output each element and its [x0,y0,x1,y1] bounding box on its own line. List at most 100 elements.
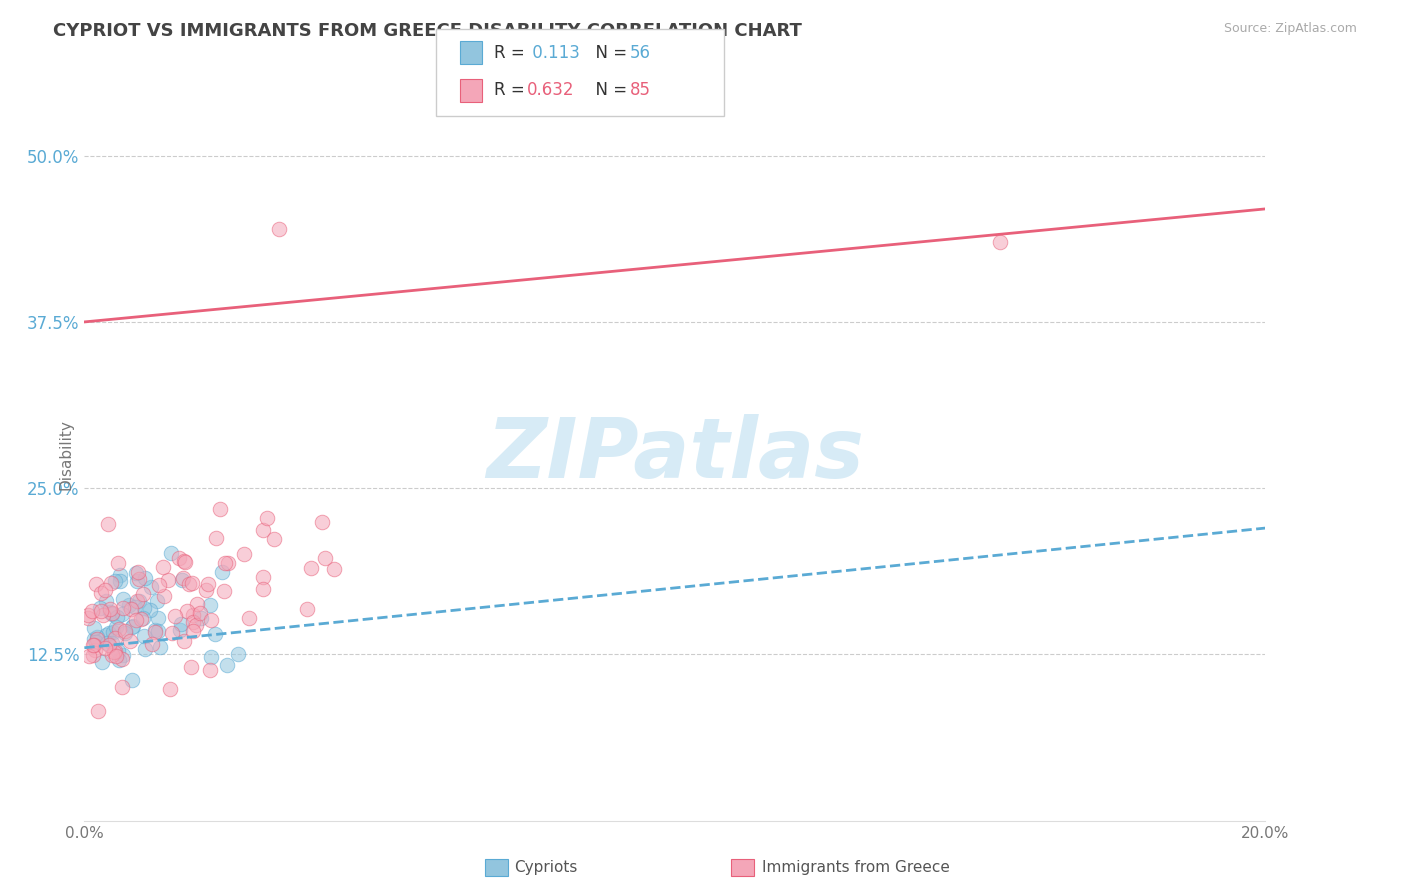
Point [127,565,149,579]
Point [111,601,134,615]
Point [198,663,221,677]
Point [148,624,170,638]
Point [134,601,156,615]
Point [118,598,141,612]
Point [111,652,134,666]
Point [233,547,256,561]
Point [98,625,121,640]
Point [90,586,112,600]
Point [103,624,125,639]
Text: 56: 56 [630,44,651,62]
Point [226,647,249,661]
Point [107,556,129,570]
Point [90,604,112,618]
Point [180,660,202,674]
Text: CYPRIOT VS IMMIGRANTS FROM GREECE DISABILITY CORRELATION CHART: CYPRIOT VS IMMIGRANTS FROM GREECE DISABI… [53,22,803,40]
Point [299,561,322,575]
Point [77,611,100,625]
Point [186,597,208,611]
Point [125,613,148,627]
Point [125,594,148,608]
Point [148,578,170,592]
Text: 0.632: 0.632 [527,81,575,100]
Point [108,574,131,589]
Point [98,638,121,652]
Point [152,560,174,574]
Point [120,634,142,648]
Text: 85: 85 [630,81,651,100]
Point [988,235,1011,249]
Point [129,612,152,626]
Point [89,600,111,615]
Point [200,613,222,627]
Point [86,632,108,647]
Point [82,604,104,618]
Point [104,644,127,658]
Point [134,642,156,657]
Point [190,611,212,625]
Point [217,557,239,571]
Point [101,636,124,650]
Y-axis label: Disability: Disability [58,419,73,491]
Point [204,627,226,641]
Point [188,606,211,620]
Point [173,634,195,648]
Point [138,603,160,617]
Point [111,607,134,621]
Point [146,610,169,624]
Text: ZIPatlas: ZIPatlas [486,415,863,495]
Point [94,628,117,642]
Point [83,632,105,646]
Point [108,653,131,667]
Point [146,594,169,608]
Text: R =: R = [494,44,530,62]
Point [173,553,195,567]
Point [172,573,194,587]
Point [297,602,319,616]
Point [132,611,155,625]
Point [83,621,105,635]
Point [120,602,142,616]
Point [167,550,190,565]
Point [84,643,107,657]
Point [139,580,162,594]
Point [181,575,204,590]
Text: R =: R = [494,81,530,100]
Point [77,649,100,664]
Point [173,555,195,569]
Point [132,587,155,601]
Point [87,704,110,718]
Point [128,572,150,586]
Point [110,680,132,694]
Point [132,629,155,643]
Point [91,655,114,669]
Point [184,618,207,632]
Point [314,550,336,565]
Point [160,625,183,640]
Point [263,533,285,547]
Point [121,673,143,687]
Point [86,577,108,591]
Point [96,636,118,650]
Point [141,637,163,651]
Point [200,649,222,664]
Point [211,565,233,579]
Point [181,624,204,638]
Point [269,222,291,236]
Point [122,619,145,633]
Point [104,631,127,645]
Point [105,620,128,634]
Point [252,523,274,537]
Point [145,623,167,637]
Point [91,607,114,622]
Point [98,602,121,616]
Text: Source: ZipAtlas.com: Source: ZipAtlas.com [1223,22,1357,36]
Point [256,511,278,525]
Point [112,648,135,663]
Point [322,562,344,576]
Point [121,620,143,634]
Point [100,575,122,590]
Point [153,589,176,603]
Point [197,577,219,591]
Point [84,634,107,648]
